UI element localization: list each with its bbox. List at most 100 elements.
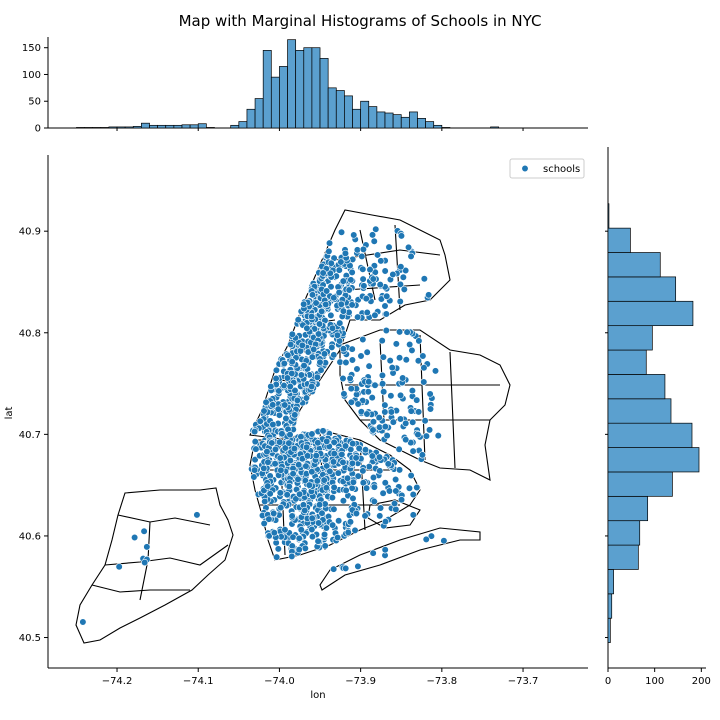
school-point [274,405,282,413]
x-hist-bar [303,47,313,129]
school-point [359,479,367,487]
school-point [312,452,320,460]
school-point [363,410,371,418]
school-point [275,411,284,419]
school-point [285,482,293,491]
x-hist-bar [132,126,142,129]
school-point [252,445,260,453]
x-hist-bar [279,66,288,129]
school-point [409,511,417,519]
school-point [395,466,404,474]
school-point [355,444,363,452]
school-point [339,497,347,505]
school-point [277,466,285,474]
school-point [400,285,408,294]
y-hist-bar [607,349,647,375]
school-point [288,358,296,366]
school-point [348,356,357,364]
school-point [402,436,410,444]
axes: −74.2 −74.1 −74.0 −73.9 −73.8 −73.7 40.5 40.6 40… [19,155,588,687]
legend: schools [509,158,585,179]
school-point [292,495,300,503]
school-point [376,281,384,289]
school-point [327,311,335,319]
school-point [426,405,435,413]
school-point [327,283,335,291]
y-axis-label: lat [4,407,15,420]
school-point [342,564,350,572]
school-point [409,447,417,455]
school-point [295,461,303,469]
school-point [385,243,393,251]
school-point [315,501,324,509]
school-point [264,482,272,490]
x-hist-bar [392,114,402,129]
school-point [314,537,322,545]
school-point [346,518,355,526]
school-point [318,509,326,517]
school-point [334,533,342,542]
school-point [342,358,350,367]
school-point [341,249,350,258]
x-hist-bar [441,127,451,129]
x-tick-label: −73.8 [427,676,458,687]
x-axis-label: lon [310,690,325,701]
y-hist-bar [607,520,641,546]
school-point [251,428,259,436]
school-point [383,432,391,440]
school-point [303,324,311,332]
school-point [266,490,274,498]
y-tick-label: 40.9 [19,227,41,238]
school-point [370,483,378,491]
school-point [274,545,282,553]
school-point [380,388,388,396]
x-tick-label: −74.1 [183,676,214,687]
school-point [413,396,421,404]
y-hist-bar [607,422,693,448]
school-point [407,252,415,260]
school-point [335,266,343,274]
school-point [379,489,387,497]
school-point [283,491,291,499]
school-point [414,430,422,439]
school-point [354,313,362,321]
y-hist-bar [607,569,614,595]
school-point [326,269,334,277]
school-point [289,533,297,541]
school-point [404,243,413,251]
school-point [381,267,389,275]
school-point [396,415,405,423]
school-point [440,537,448,545]
school-point [372,225,380,233]
school-points [79,225,448,626]
staten-island-district-2 [104,544,229,566]
y-hist-bar [607,617,611,643]
school-point [285,439,293,447]
school-point [344,528,352,536]
school-point [272,366,281,374]
school-point [388,364,396,372]
school-point [420,364,428,372]
school-point [283,374,292,382]
brooklyn-outline [249,429,421,561]
school-point [399,374,407,382]
school-point [421,417,429,425]
school-point [390,499,399,508]
school-point [308,291,317,299]
school-point [399,273,407,281]
school-point [389,270,397,279]
school-point [409,490,417,499]
school-point [369,473,378,482]
y-hist-bar [607,374,666,400]
school-point [131,533,139,542]
rockaway-outline [319,527,481,591]
school-point [368,394,376,402]
x-hist-bar [108,126,118,129]
y-hist-tick-label: 100 [645,676,664,687]
school-point [348,268,356,277]
x-hist-bar [262,50,272,129]
school-point [278,430,286,438]
school-point [349,440,357,448]
x-hist-bar [141,122,150,129]
